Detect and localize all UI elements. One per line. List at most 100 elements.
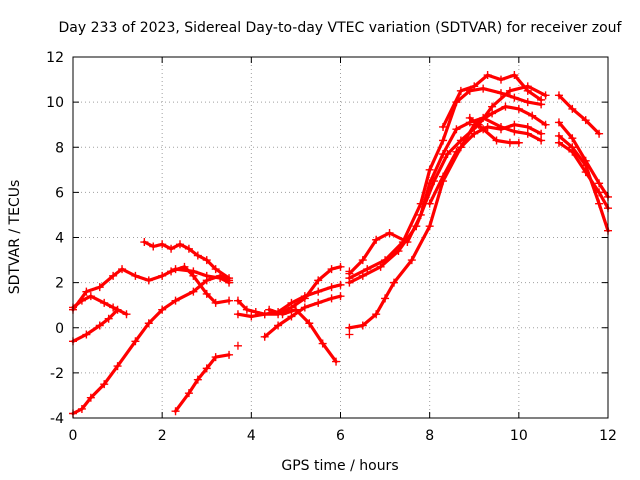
series-trace <box>428 123 543 206</box>
data-point-marker <box>113 305 122 314</box>
data-point-marker <box>274 321 283 330</box>
data-point-marker <box>336 292 345 301</box>
grid-lines <box>73 57 608 418</box>
series-arc-5 <box>140 238 234 283</box>
data-point-marker <box>537 129 546 138</box>
data-series <box>69 71 612 418</box>
data-point-marker <box>118 265 127 274</box>
y-tick-labels: -4 -2 0 2 4 6 8 10 12 <box>46 50 608 427</box>
isolated-point-marker <box>233 341 242 350</box>
series-trace <box>557 93 601 136</box>
data-point-marker <box>581 116 590 125</box>
data-point-marker <box>505 138 514 147</box>
x-tick-label: 4 <box>247 428 256 444</box>
data-point-marker <box>488 109 497 118</box>
data-point-marker <box>381 294 390 303</box>
data-point-marker <box>95 321 104 330</box>
data-point-marker <box>233 296 242 305</box>
data-point-marker <box>193 251 202 260</box>
data-point-marker <box>385 228 394 237</box>
data-point-marker <box>189 271 198 280</box>
y-tick-label: 8 <box>55 140 64 156</box>
data-point-marker <box>390 278 398 287</box>
series-arc-18 <box>465 113 523 147</box>
plot-frame <box>72 56 609 419</box>
data-point-marker <box>425 222 434 231</box>
series-arc-14 <box>345 82 550 287</box>
data-point-marker <box>225 350 234 359</box>
data-point-marker <box>131 337 140 346</box>
data-point-marker <box>541 91 550 100</box>
series-arc-11 <box>265 305 341 366</box>
data-point-marker <box>202 289 211 298</box>
series-arc-3 <box>69 305 122 346</box>
series-arc-7 <box>171 350 234 416</box>
data-point-marker <box>100 380 109 389</box>
data-point-marker <box>144 319 153 328</box>
data-point-marker <box>193 375 202 384</box>
data-point-marker <box>488 102 497 111</box>
data-point-marker <box>497 125 505 134</box>
x-tick-label: 12 <box>599 428 617 444</box>
data-point-marker <box>314 298 323 307</box>
isolated-points <box>233 267 354 350</box>
data-point-marker <box>430 177 439 186</box>
data-point-marker <box>211 298 220 307</box>
data-point-marker <box>225 274 234 283</box>
series-trace <box>236 265 343 316</box>
data-point-marker <box>465 113 474 122</box>
series-arc-16 <box>425 120 546 208</box>
data-point-marker <box>332 357 341 366</box>
data-point-marker <box>100 298 109 307</box>
series-trace <box>71 308 120 343</box>
data-point-marker <box>305 319 314 328</box>
data-point-marker <box>497 75 505 84</box>
data-point-marker <box>372 310 381 319</box>
x-tick-label: 6 <box>336 428 345 444</box>
isolated-point-marker <box>345 330 354 339</box>
data-point-marker <box>86 292 95 301</box>
data-point-marker <box>140 238 149 247</box>
data-point-marker <box>537 136 546 145</box>
data-point-marker <box>523 86 532 95</box>
data-point-marker <box>176 240 184 249</box>
data-point-marker <box>202 276 211 285</box>
data-point-marker <box>394 247 403 256</box>
data-point-marker <box>211 353 220 362</box>
data-point-marker <box>77 404 86 413</box>
data-point-marker <box>581 161 590 170</box>
data-point-marker <box>479 125 488 134</box>
y-tick-label: 0 <box>55 321 64 337</box>
series-arc-13 <box>345 84 546 283</box>
series-trace <box>557 141 610 210</box>
data-point-marker <box>439 122 448 131</box>
data-point-marker <box>452 147 461 156</box>
data-point-marker <box>363 265 372 274</box>
data-point-marker <box>149 242 158 251</box>
data-point-marker <box>358 321 367 330</box>
data-point-marker <box>439 172 448 181</box>
data-point-marker <box>327 265 336 274</box>
y-tick-label: 6 <box>55 185 64 201</box>
data-point-marker <box>247 312 256 321</box>
series-arc-19 <box>554 91 604 138</box>
data-point-marker <box>358 256 367 265</box>
data-point-marker <box>452 125 461 134</box>
series-trace <box>347 105 548 330</box>
data-point-marker <box>167 267 176 276</box>
series-trace <box>142 240 231 280</box>
series-arc-6 <box>167 262 234 307</box>
data-point-marker <box>109 271 118 280</box>
data-point-marker <box>505 86 514 95</box>
data-point-marker <box>568 104 577 113</box>
data-point-marker <box>184 389 193 398</box>
data-point-marker <box>158 240 167 249</box>
data-point-marker <box>131 271 140 280</box>
data-point-marker <box>144 276 153 285</box>
data-point-marker <box>479 84 488 93</box>
data-point-marker <box>492 136 501 145</box>
data-point-marker <box>104 314 113 323</box>
data-point-marker <box>568 134 577 143</box>
data-point-marker <box>595 129 604 138</box>
